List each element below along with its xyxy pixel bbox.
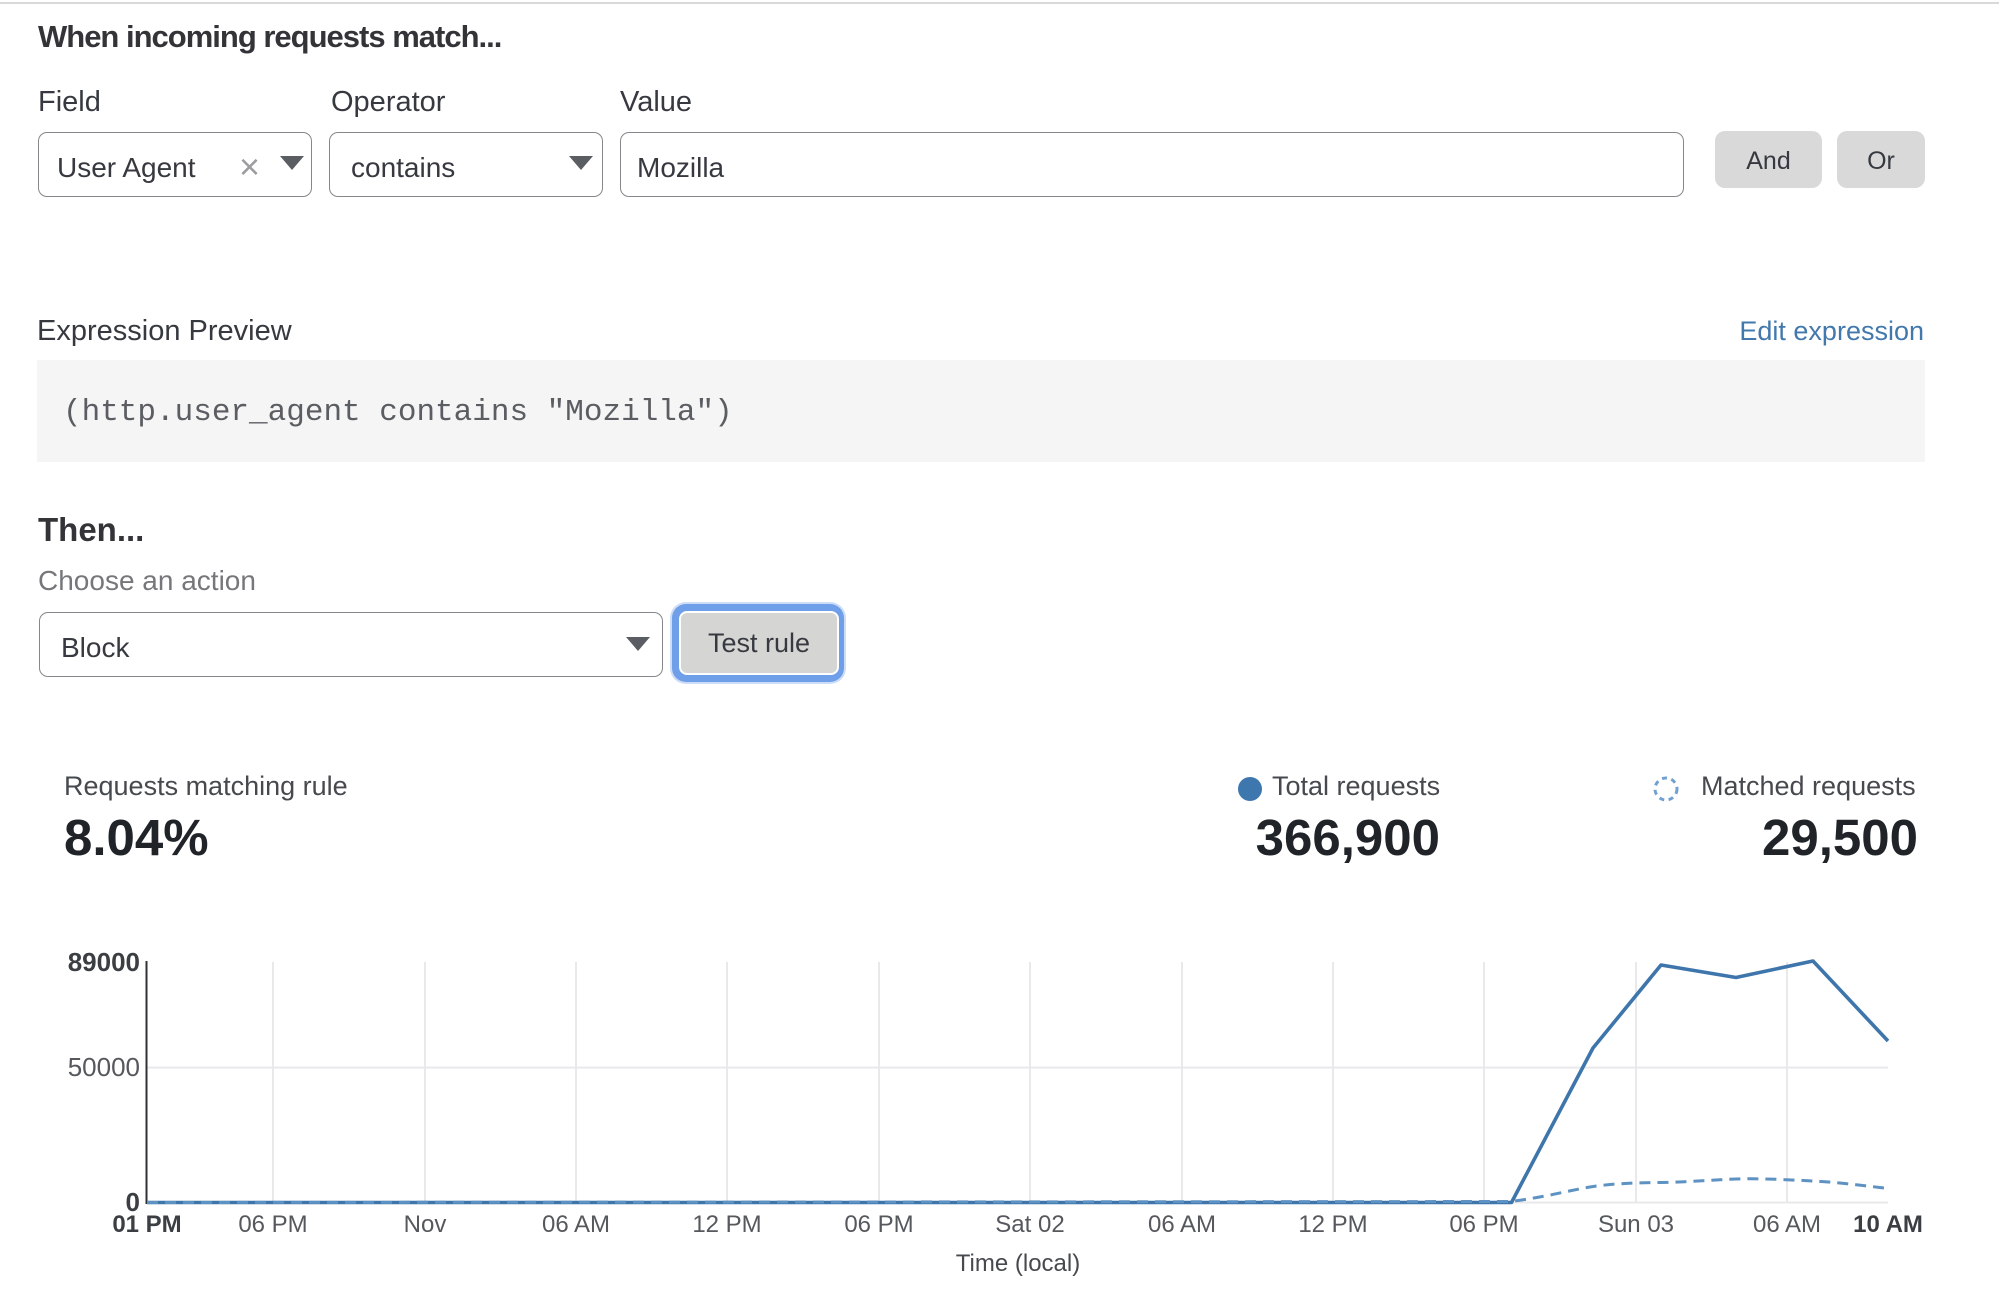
svg-text:06 AM: 06 AM bbox=[1148, 1211, 1216, 1238]
svg-text:06 AM: 06 AM bbox=[542, 1211, 610, 1238]
svg-text:89000: 89000 bbox=[68, 947, 140, 977]
svg-text:Time (local): Time (local) bbox=[956, 1250, 1080, 1277]
svg-text:Sat 02: Sat 02 bbox=[995, 1211, 1064, 1238]
svg-text:50000: 50000 bbox=[68, 1052, 140, 1082]
svg-text:01 PM: 01 PM bbox=[112, 1211, 181, 1238]
svg-text:12 PM: 12 PM bbox=[1298, 1211, 1367, 1238]
svg-text:10 AM: 10 AM bbox=[1853, 1211, 1923, 1238]
svg-text:06 PM: 06 PM bbox=[844, 1211, 913, 1238]
svg-text:06 PM: 06 PM bbox=[1449, 1211, 1518, 1238]
svg-text:06 PM: 06 PM bbox=[238, 1211, 307, 1238]
svg-text:06 AM: 06 AM bbox=[1753, 1211, 1821, 1238]
svg-text:0: 0 bbox=[126, 1187, 140, 1217]
svg-text:Sun 03: Sun 03 bbox=[1598, 1211, 1674, 1238]
svg-text:12 PM: 12 PM bbox=[692, 1211, 761, 1238]
svg-text:Nov: Nov bbox=[404, 1211, 447, 1238]
